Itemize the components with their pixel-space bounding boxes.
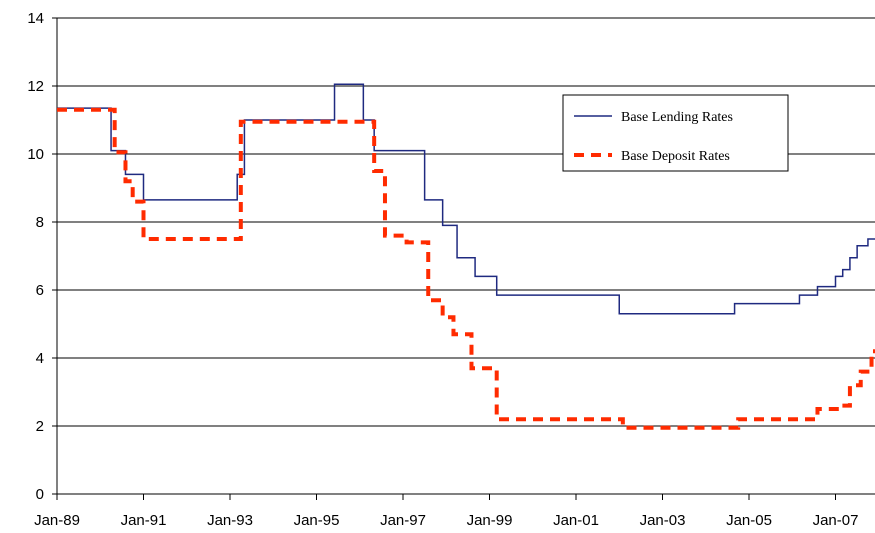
- legend-label-deposit: Base Deposit Rates: [621, 149, 730, 164]
- y-tick-label: 4: [36, 350, 44, 367]
- legend-box: [562, 94, 789, 172]
- x-tick-label: Jan-99: [467, 512, 513, 529]
- y-axis-tick-labels: 0 2 4 6 8 10 12 14: [27, 10, 44, 503]
- y-tick-label: 14: [27, 10, 44, 27]
- x-tick-label: Jan-89: [34, 512, 80, 529]
- x-tick-label: Jan-01: [553, 512, 599, 529]
- axes: [52, 17, 875, 500]
- x-tick-label: Jan-07: [813, 512, 859, 529]
- y-tick-label: 10: [27, 146, 44, 163]
- x-axis-tick-labels: Jan-89 Jan-91 Jan-93 Jan-95 Jan-97 Jan-99 Jan-…: [34, 512, 858, 529]
- y-tick-label: 0: [36, 486, 44, 503]
- x-tick-label: Jan-93: [207, 512, 253, 529]
- series-layer: [57, 83, 875, 430]
- gridlines: [57, 17, 875, 427]
- legend: Base Lending Rates Base Deposit Rates: [562, 94, 789, 172]
- x-tick-label: Jan-03: [640, 512, 686, 529]
- x-tick-label: Jan-97: [380, 512, 426, 529]
- x-tick-label: Jan-05: [726, 512, 772, 529]
- y-tick-label: 8: [36, 214, 44, 231]
- y-tick-label: 2: [36, 418, 44, 435]
- series-line-lending: [57, 83, 875, 315]
- y-tick-label: 12: [27, 78, 44, 95]
- x-tick-label: Jan-91: [121, 512, 167, 529]
- series-line-deposit: [57, 107, 875, 430]
- y-tick-label: 6: [36, 282, 44, 299]
- x-tick-label: Jan-95: [294, 512, 340, 529]
- legend-label-lending: Base Lending Rates: [621, 110, 733, 125]
